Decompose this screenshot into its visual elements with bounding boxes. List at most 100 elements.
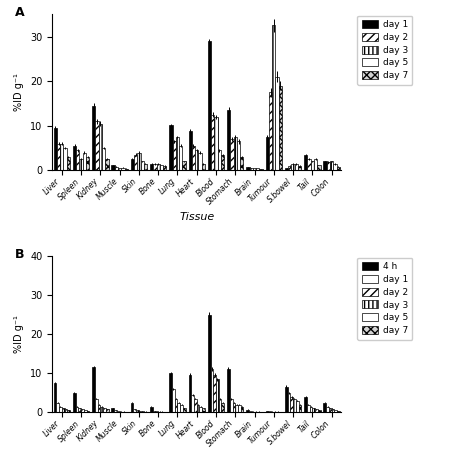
Bar — [272, 26, 275, 170]
Bar — [269, 92, 272, 170]
Bar — [150, 164, 153, 170]
Bar — [256, 168, 259, 170]
Legend: 4 h, day 1, day 2, day 3, day 5, day 7: 4 h, day 1, day 2, day 3, day 5, day 7 — [357, 258, 412, 339]
Bar — [308, 159, 311, 170]
Bar — [250, 168, 253, 170]
Bar — [257, 411, 260, 412]
Bar — [189, 131, 192, 170]
Bar — [208, 315, 210, 412]
Bar — [59, 407, 62, 412]
Bar — [122, 411, 125, 412]
Bar — [332, 409, 334, 412]
Bar — [219, 399, 221, 412]
Bar — [291, 397, 293, 412]
Text: B: B — [15, 248, 24, 262]
Bar — [82, 153, 86, 170]
Bar — [230, 139, 234, 170]
Bar — [62, 409, 64, 412]
Bar — [158, 411, 161, 412]
Bar — [253, 168, 256, 170]
Bar — [255, 411, 257, 412]
Text: A: A — [15, 7, 24, 19]
Bar — [298, 166, 301, 170]
Bar — [240, 157, 244, 170]
Bar — [134, 155, 137, 170]
Bar — [218, 150, 221, 170]
Bar — [330, 162, 333, 170]
Bar — [198, 153, 201, 170]
Bar — [208, 41, 211, 170]
Bar — [73, 146, 76, 170]
Y-axis label: %ID g⁻¹: %ID g⁻¹ — [15, 315, 25, 353]
Bar — [288, 393, 291, 412]
Bar — [221, 402, 224, 412]
Bar — [211, 115, 214, 170]
Bar — [175, 399, 177, 412]
Bar — [182, 162, 186, 170]
Bar — [292, 164, 295, 170]
Bar — [115, 167, 118, 170]
Bar — [161, 411, 164, 412]
Bar — [176, 137, 179, 170]
Bar — [323, 402, 326, 412]
Bar — [118, 168, 121, 170]
Bar — [252, 411, 255, 412]
Bar — [227, 110, 230, 170]
Bar — [299, 405, 301, 412]
Bar — [100, 407, 103, 412]
Bar — [54, 383, 56, 412]
Bar — [312, 409, 315, 412]
Bar — [106, 409, 109, 412]
Bar — [315, 409, 318, 412]
Bar — [84, 410, 87, 412]
Bar — [334, 410, 337, 412]
Bar — [139, 411, 142, 412]
Bar — [323, 162, 327, 170]
Bar — [307, 405, 310, 412]
Bar — [233, 402, 235, 412]
Y-axis label: %ID g⁻¹: %ID g⁻¹ — [15, 73, 25, 111]
Bar — [326, 407, 329, 412]
Bar — [86, 157, 89, 170]
Bar — [95, 121, 99, 170]
Bar — [329, 409, 332, 412]
Bar — [274, 411, 276, 412]
Bar — [265, 137, 269, 170]
Bar — [285, 168, 288, 170]
Bar — [57, 144, 60, 170]
Bar — [92, 106, 95, 170]
Bar — [99, 124, 102, 170]
Bar — [241, 407, 244, 412]
Bar — [156, 164, 160, 170]
Bar — [137, 153, 140, 170]
Bar — [333, 164, 337, 170]
Bar — [230, 399, 233, 412]
Bar — [271, 411, 274, 412]
Bar — [73, 393, 75, 412]
Bar — [155, 411, 158, 412]
Bar — [67, 157, 70, 170]
Bar — [64, 148, 67, 170]
X-axis label: Tissue: Tissue — [179, 212, 214, 222]
Bar — [192, 146, 195, 170]
Bar — [95, 399, 98, 412]
Bar — [318, 410, 320, 412]
Legend: day 1, day 2, day 3, day 5, day 7: day 1, day 2, day 3, day 5, day 7 — [357, 16, 412, 85]
Bar — [317, 165, 320, 170]
Bar — [92, 367, 95, 412]
Bar — [310, 407, 312, 412]
Bar — [337, 411, 340, 412]
Bar — [153, 164, 156, 170]
Bar — [131, 159, 134, 170]
Bar — [136, 410, 139, 412]
Bar — [194, 399, 197, 412]
Bar — [144, 164, 147, 170]
Bar — [195, 150, 198, 170]
Bar — [75, 407, 78, 412]
Bar — [202, 409, 205, 412]
Bar — [177, 402, 180, 412]
Bar — [117, 411, 119, 412]
Bar — [238, 405, 241, 412]
Bar — [114, 410, 117, 412]
Bar — [150, 407, 153, 412]
